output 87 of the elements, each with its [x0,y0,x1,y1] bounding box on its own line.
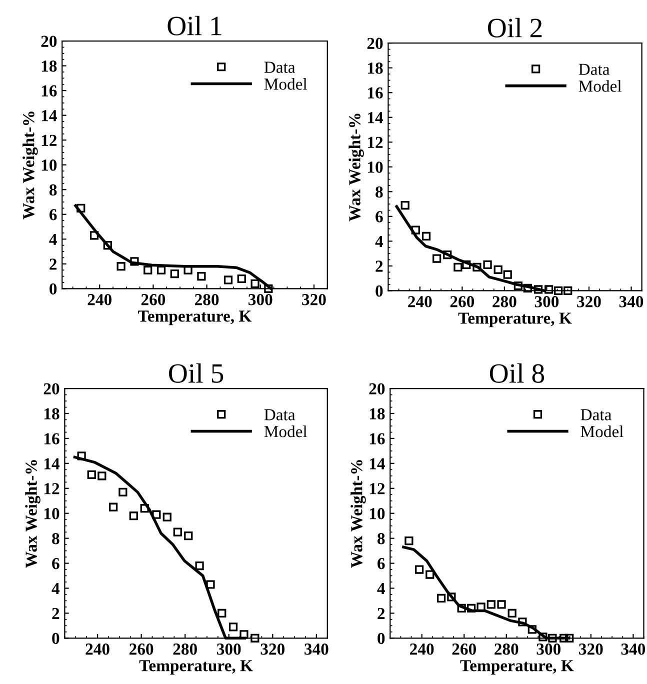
y-tick-label: 2 [376,260,383,272]
y-axis-title: Wax Weight-% [348,114,364,222]
x-axis-title: Temperature, K [460,660,574,675]
x-tick-label: 280 [492,296,516,308]
y-tick-label: 16 [42,85,57,97]
x-tick-label: 240 [408,296,432,308]
legend-label: Model [580,425,624,438]
y-tick-label: 14 [370,458,385,470]
y-tick-label: 10 [42,160,57,171]
y-tick-label: 4 [49,234,57,245]
y-tick-label: 6 [376,211,383,222]
x-tick-label: 280 [195,294,219,306]
x-tick-label: 320 [579,644,603,655]
x-tick-label: 320 [260,644,285,655]
y-tick-label: 18 [42,60,57,72]
y-tick-label: 10 [44,508,60,520]
y-tick-label: 4 [52,583,60,594]
x-tick-label: 280 [494,644,518,655]
legend-label: Model [264,425,308,438]
y-axis-title: Wax Weight-% [22,112,38,220]
legend-label: Data [264,62,296,73]
y-tick-label: 16 [44,433,60,444]
y-tick-label: 8 [378,533,385,544]
y-tick-label: 2 [378,608,385,619]
legend-label: Model [264,78,308,90]
y-tick-label: 10 [370,508,385,520]
y-tick-label: 18 [44,408,60,420]
legend-label: Data [578,64,610,75]
y-tick-label: 18 [368,62,383,74]
y-tick-label: 20 [44,383,60,394]
y-tick-label: 20 [41,36,57,47]
y-tick-label: 2 [52,608,60,619]
x-tick-label: 240 [410,644,434,655]
y-tick-label: 4 [375,236,384,247]
y-tick-label: 2 [50,258,57,270]
x-tick-label: 340 [621,644,646,655]
y-tick-label: 14 [368,112,384,124]
legend-label: Data [580,409,612,420]
y-axis-title: Wax Weight-% [25,460,40,568]
x-tick-label: 320 [302,294,326,306]
y-tick-label: 16 [370,433,385,444]
x-tick-label: 260 [450,296,474,308]
x-tick-label: 300 [248,294,272,306]
y-tick-label: 10 [368,162,383,173]
y-tick-label: 14 [42,110,57,122]
x-tick-label: 300 [536,644,561,655]
x-tick-label: 280 [173,644,197,655]
x-tick-label: 240 [88,294,112,306]
y-tick-label: 0 [376,285,383,297]
chart-title: Oil 2 [488,18,542,38]
x-tick-label: 260 [452,644,476,655]
y-tick-label: 16 [368,87,383,99]
legend-label: Model [578,80,622,92]
y-tick-label: 12 [44,483,60,494]
x-tick-label: 340 [619,296,644,308]
y-tick-label: 12 [368,136,383,148]
y-tick-label: 0 [52,632,60,644]
y-tick-label: 12 [42,134,57,146]
x-tick-label: 260 [130,644,154,655]
chart-title: Oil 5 [169,363,224,383]
y-tick-label: 0 [50,283,57,295]
y-tick-label: 4 [377,583,385,594]
x-tick-label: 340 [304,644,328,655]
x-tick-label: 320 [577,296,601,308]
x-axis-title: Temperature, K [138,310,252,326]
y-tick-label: 20 [369,383,385,394]
y-tick-label: 6 [49,209,57,220]
y-tick-label: 12 [370,483,385,494]
x-axis-title: Temperature, K [139,660,253,675]
y-tick-label: 8 [52,533,60,544]
x-tick-label: 300 [534,296,559,308]
y-tick-label: 20 [367,38,383,50]
chart-title: Oil 1 [168,16,222,36]
y-tick-label: 8 [376,186,383,198]
y-tick-label: 18 [370,408,385,420]
y-tick-label: 8 [49,184,57,196]
x-axis-title: Temperature, K [458,312,572,328]
x-tick-label: 240 [86,644,110,655]
x-tick-label: 300 [217,644,241,655]
y-tick-label: 0 [378,632,385,644]
legend-label: Data [264,409,296,420]
y-tick-label: 6 [378,558,385,570]
y-tick-label: 14 [44,458,60,470]
chart-title: Oil 8 [490,363,544,383]
y-axis-title: Wax Weight-% [350,460,366,568]
x-tick-label: 260 [141,294,166,306]
y-tick-label: 6 [52,558,60,570]
